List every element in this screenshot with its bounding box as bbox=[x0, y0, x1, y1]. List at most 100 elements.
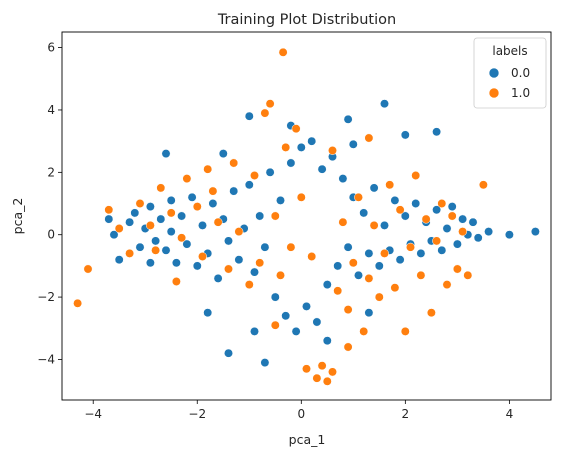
point-s1-25 bbox=[276, 270, 285, 280]
point-s0-21 bbox=[208, 199, 218, 208]
point-s1-7 bbox=[151, 245, 161, 255]
point-s0-32 bbox=[265, 167, 275, 177]
point-s1-1 bbox=[83, 264, 93, 274]
point-s0-64 bbox=[432, 205, 442, 215]
point-s0-30 bbox=[255, 211, 265, 221]
point-s0-73 bbox=[484, 227, 494, 237]
point-s0-47 bbox=[343, 242, 353, 252]
point-s1-3 bbox=[114, 224, 124, 233]
x-tick-label-0: −4 bbox=[84, 407, 102, 421]
point-s0-41 bbox=[312, 317, 322, 327]
point-s0-65 bbox=[437, 245, 447, 255]
point-s1-64 bbox=[203, 164, 213, 174]
point-s0-49 bbox=[354, 270, 363, 280]
point-s1-55 bbox=[426, 308, 436, 318]
point-s0-46 bbox=[338, 174, 348, 184]
point-s0-52 bbox=[369, 183, 379, 193]
point-s0-36 bbox=[286, 158, 296, 168]
point-s0-12 bbox=[166, 195, 176, 205]
point-s1-68 bbox=[171, 277, 181, 286]
legend-label-1: 1.0 bbox=[511, 86, 530, 100]
point-s1-16 bbox=[224, 264, 233, 274]
x-tick-label-3: 2 bbox=[402, 407, 410, 421]
point-s0-11 bbox=[161, 245, 171, 255]
point-s1-36 bbox=[328, 367, 337, 377]
point-s0-31 bbox=[260, 242, 270, 252]
point-s0-54 bbox=[380, 220, 389, 230]
point-s1-61 bbox=[458, 227, 468, 237]
point-s1-51 bbox=[406, 242, 415, 252]
point-s0-90 bbox=[250, 326, 259, 336]
point-s1-8 bbox=[156, 183, 166, 193]
point-s0-7 bbox=[145, 258, 155, 268]
point-s0-16 bbox=[182, 239, 192, 249]
point-s1-20 bbox=[250, 171, 259, 180]
x-tick-label-1: −2 bbox=[188, 407, 206, 421]
x-tick-label-2: 0 bbox=[297, 407, 305, 421]
point-s1-12 bbox=[192, 202, 202, 212]
point-s1-50 bbox=[400, 326, 410, 336]
point-s1-9 bbox=[166, 208, 176, 218]
point-s1-0 bbox=[73, 298, 83, 308]
point-s0-68 bbox=[452, 239, 462, 249]
point-s1-39 bbox=[343, 305, 353, 315]
point-s1-10 bbox=[177, 233, 187, 243]
point-s1-59 bbox=[447, 211, 457, 221]
point-s0-69 bbox=[458, 214, 468, 224]
point-s1-69 bbox=[343, 342, 353, 352]
point-s0-5 bbox=[135, 242, 145, 252]
point-s0-50 bbox=[359, 208, 369, 218]
point-s1-13 bbox=[198, 252, 207, 261]
point-s1-15 bbox=[213, 217, 223, 227]
point-s0-87 bbox=[432, 127, 442, 137]
point-s1-65 bbox=[328, 146, 337, 155]
point-s0-10 bbox=[156, 214, 166, 224]
point-s0-53 bbox=[374, 261, 384, 271]
point-s1-37 bbox=[333, 286, 343, 296]
point-s0-8 bbox=[145, 202, 155, 212]
point-s1-52 bbox=[411, 171, 421, 180]
point-s0-15 bbox=[177, 211, 187, 221]
point-s1-2 bbox=[104, 205, 114, 215]
point-s0-72 bbox=[473, 233, 483, 243]
point-s0-89 bbox=[348, 139, 358, 149]
point-s0-35 bbox=[281, 311, 291, 321]
point-s1-14 bbox=[208, 186, 218, 196]
point-s1-11 bbox=[182, 174, 192, 184]
plot-frame bbox=[61, 31, 552, 401]
point-s0-1 bbox=[109, 230, 119, 240]
point-s0-18 bbox=[192, 261, 202, 271]
point-s0-24 bbox=[224, 236, 233, 246]
point-s1-34 bbox=[317, 361, 327, 371]
point-s1-47 bbox=[385, 180, 395, 190]
point-s0-88 bbox=[203, 308, 213, 318]
y-tick-label-3: 2 bbox=[47, 165, 55, 179]
point-s0-26 bbox=[234, 255, 244, 265]
point-s1-63 bbox=[478, 180, 488, 190]
point-s0-25 bbox=[229, 186, 239, 196]
x-axis-label: pca_1 bbox=[289, 432, 326, 447]
point-s1-35 bbox=[322, 376, 332, 386]
point-s0-66 bbox=[442, 224, 452, 233]
point-s1-66 bbox=[270, 320, 280, 330]
point-s0-2 bbox=[114, 255, 124, 265]
point-s1-28 bbox=[286, 242, 296, 252]
x-tick-label-4: 4 bbox=[506, 407, 514, 421]
point-s1-29 bbox=[291, 124, 301, 134]
point-s1-42 bbox=[359, 326, 369, 336]
point-s0-42 bbox=[317, 164, 327, 174]
point-s0-22 bbox=[213, 273, 223, 283]
chart-title: Training Plot Distribution bbox=[217, 12, 396, 28]
point-s0-51 bbox=[364, 248, 374, 258]
legend-marker-1 bbox=[488, 87, 500, 99]
point-s0-84 bbox=[161, 149, 171, 159]
point-s1-4 bbox=[125, 248, 135, 258]
point-s0-83 bbox=[364, 308, 374, 318]
point-s0-82 bbox=[218, 149, 228, 159]
points-layer bbox=[73, 47, 540, 386]
point-s0-56 bbox=[390, 195, 400, 205]
point-s1-40 bbox=[348, 258, 358, 268]
point-s0-33 bbox=[270, 292, 280, 302]
y-axis-label: pca_2 bbox=[10, 198, 25, 235]
